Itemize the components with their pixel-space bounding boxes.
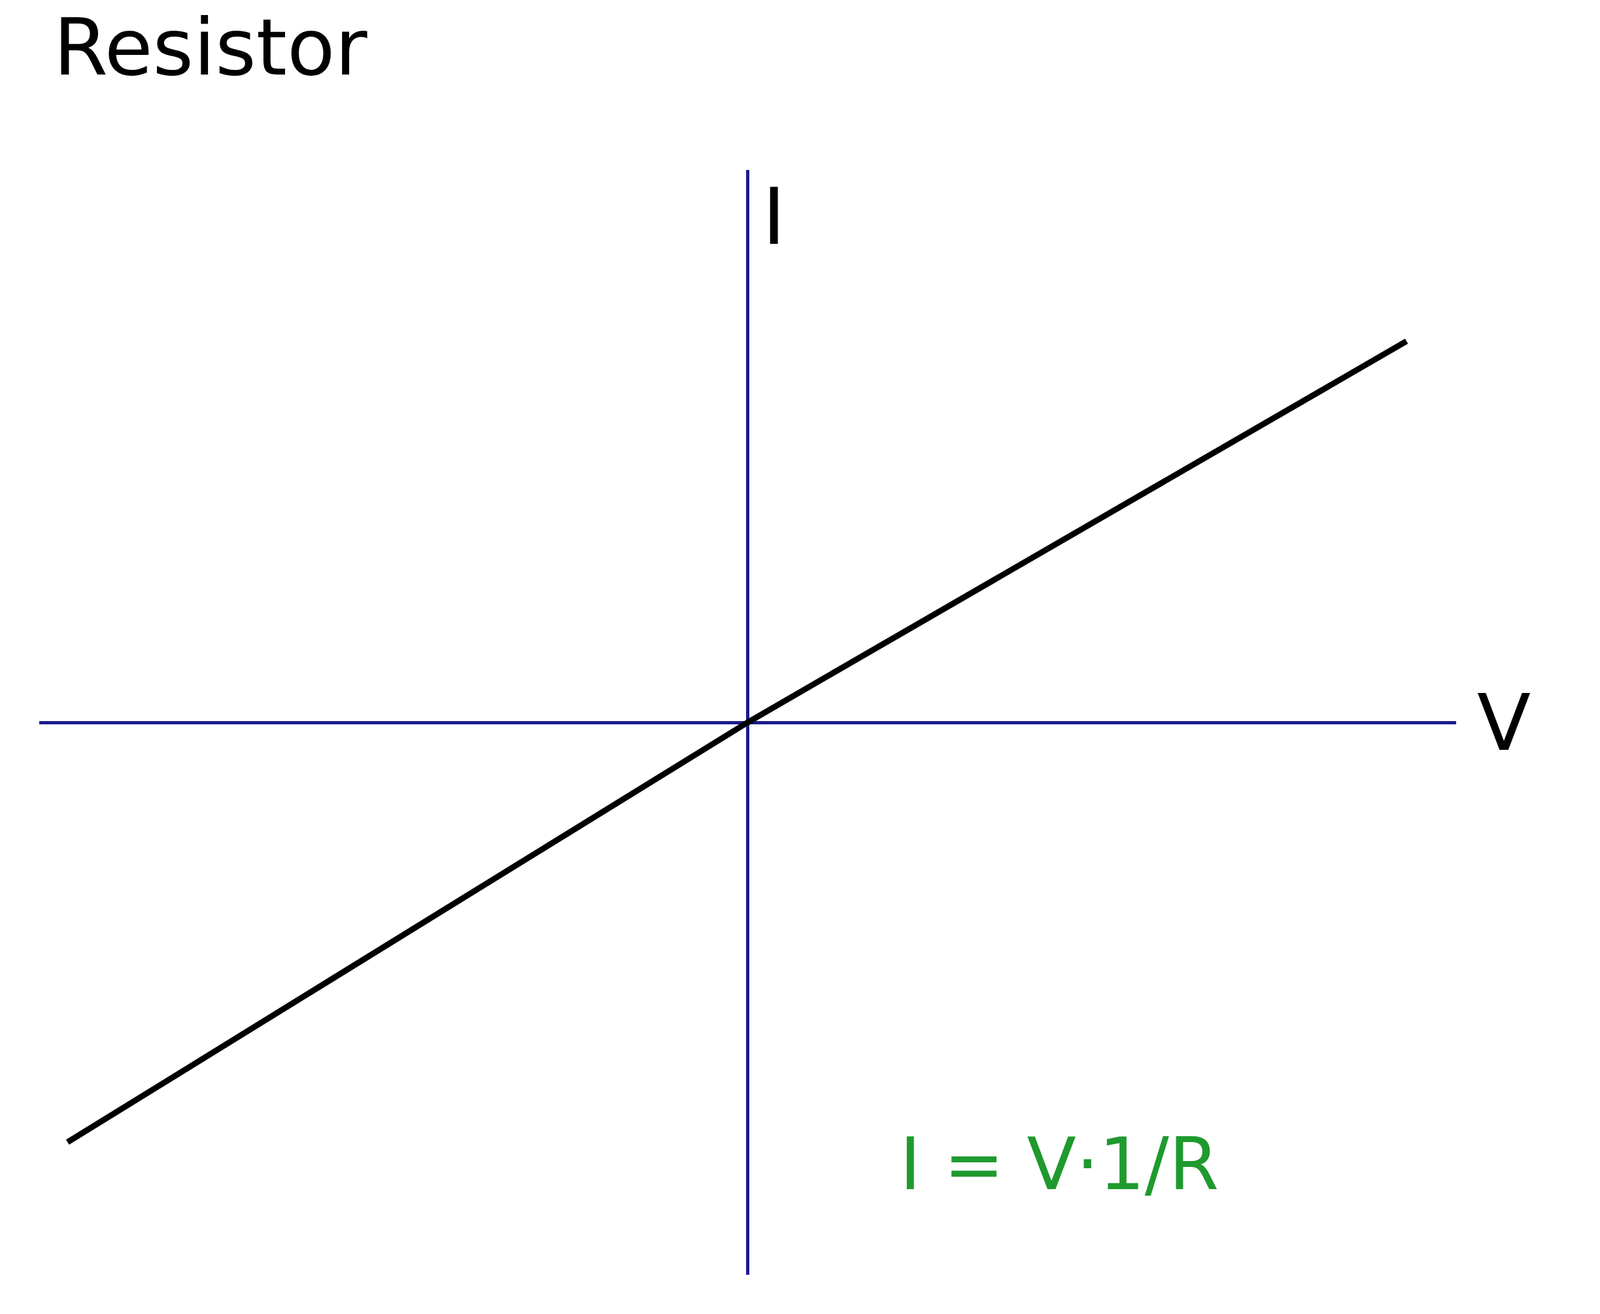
svg-text:V: V xyxy=(1477,677,1531,769)
svg-text:I = V·1/R: I = V·1/R xyxy=(899,1122,1219,1207)
svg-text:Resistor: Resistor xyxy=(53,1,369,93)
svg-text:I: I xyxy=(762,171,786,263)
